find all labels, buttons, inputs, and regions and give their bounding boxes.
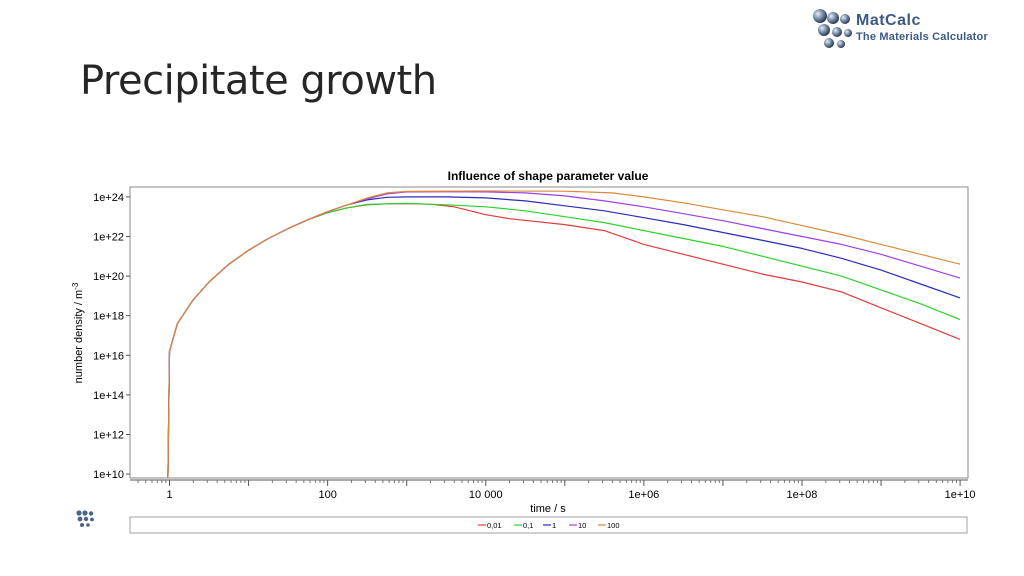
y-axis-label: number density / m-3 (71, 282, 85, 383)
legend-label: 0,1 (523, 521, 533, 530)
y-tick-label: 1e+20 (93, 271, 124, 283)
y-axis-label-text: number density / m (73, 290, 85, 384)
matcalc-logo: MatCalc The Materials Calculator (812, 6, 1018, 54)
legend-label: 10 (578, 521, 586, 530)
legend-label: 100 (607, 521, 620, 530)
series-group (167, 190, 961, 479)
x-tick-label: 100 (318, 489, 336, 501)
plot-area (129, 186, 969, 479)
y-tick-label: 1e+14 (93, 390, 124, 402)
chart-title: Influence of shape parameter value (448, 169, 649, 183)
y-tick-label: 1e+16 (93, 350, 124, 362)
x-axis: 1 100 10 000 1e+06 1e+08 1e+10 (130, 479, 976, 501)
x-tick-label: 1e+08 (787, 489, 818, 501)
y-tick-label: 1e+10 (93, 469, 124, 481)
y-tick-label: 1e+12 (93, 429, 124, 441)
x-tick-label: 10 000 (469, 489, 503, 501)
x-tick-label: 1e+10 (945, 489, 976, 501)
series-line-100 (167, 190, 961, 479)
y-axis-label-exponent: -3 (71, 282, 80, 290)
legend-label: 1 (552, 521, 556, 530)
y-tick-label: 1e+24 (93, 192, 124, 204)
legend: 0,01 0,1 1 10 100 (478, 521, 620, 530)
logo-title: MatCalc (856, 12, 921, 29)
x-tick-label: 1e+06 (628, 489, 659, 501)
logo-spheres-icon (813, 9, 852, 48)
y-tick-label: 1e+18 (93, 311, 124, 323)
matcalc-small-logo-icon (76, 510, 94, 527)
slide-title: Precipitate growth (80, 58, 437, 104)
legend-label: 0,01 (487, 521, 502, 530)
y-tick-label: 1e+22 (93, 231, 124, 243)
x-axis-label: time / s (530, 503, 566, 515)
y-axis: 1e+10 1e+12 1e+14 1e+16 1e+18 1e+20 1e+22 1e+24 (93, 192, 130, 481)
logo-subtitle: The Materials Calculator (856, 31, 988, 43)
x-tick-label: 1 (166, 489, 172, 501)
